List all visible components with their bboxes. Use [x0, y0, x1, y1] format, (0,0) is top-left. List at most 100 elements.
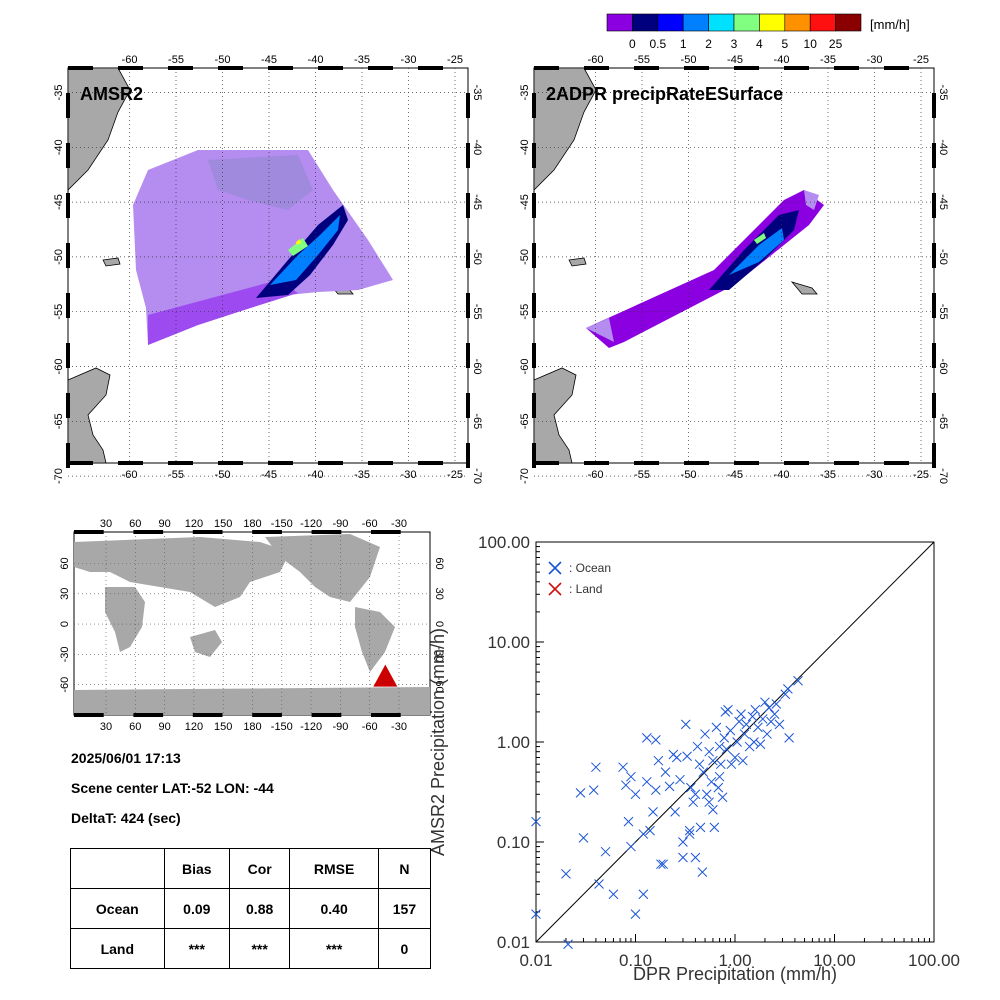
scatter-point	[600, 846, 611, 857]
map-border-tick	[218, 461, 243, 465]
map-border-tick	[532, 393, 536, 418]
colorbar: [mm/h] 0 0.5 1 2 3 4 5 10 25	[606, 13, 910, 51]
world-lat-tick-label-left: 30	[59, 588, 71, 600]
colorbar-tick-label: 1	[680, 37, 687, 51]
scatter-point	[704, 746, 715, 757]
world-border-tick	[74, 713, 104, 717]
scatter-point	[762, 729, 772, 739]
world-lat-tick-label-left: -30	[59, 646, 71, 662]
map-border-tick	[734, 66, 759, 70]
y-tick-label: 100.00	[478, 533, 530, 552]
lon-tick-label-top: -35	[820, 54, 836, 66]
lat-tick-label-left: -70	[519, 468, 531, 484]
colorbar-swatch	[784, 13, 811, 32]
colorbar-tick-label: 3	[731, 37, 738, 51]
world-lon-tick-label-bottom: 120	[185, 721, 203, 733]
map-border-tick	[268, 461, 293, 465]
scatter-point	[578, 833, 589, 843]
world-lat-tick-label-right: -30	[433, 646, 445, 662]
lon-tick-label-bottom: -50	[215, 469, 231, 481]
colorbar-swatch	[682, 13, 709, 32]
scatter-point	[780, 689, 791, 700]
world-lon-tick-label-bottom: -90	[332, 721, 348, 733]
lat-tick-label-left: -40	[519, 139, 531, 155]
map-border-tick	[532, 143, 536, 168]
scatter-point	[561, 869, 571, 879]
scatter-point	[692, 741, 703, 752]
scatter-point	[626, 841, 636, 852]
scatter-point	[711, 722, 722, 733]
map-border-tick	[932, 243, 936, 268]
scatter-point	[717, 792, 728, 803]
world-border-tick	[311, 713, 342, 717]
colorbar-swatch	[835, 13, 862, 32]
scatter-point	[764, 702, 774, 713]
map-border-tick	[932, 293, 936, 318]
scatter-point	[626, 771, 636, 782]
lat-tick-label-left: -35	[519, 85, 531, 101]
lat-tick-label-right: -50	[937, 249, 949, 265]
lat-tick-label-left: -35	[53, 85, 65, 101]
map-border-tick	[784, 66, 809, 70]
lon-tick-label-top: -50	[681, 54, 697, 66]
lat-tick-label-right: -40	[471, 139, 483, 155]
map-border-tick	[932, 393, 936, 418]
scatter-point	[648, 807, 658, 817]
map-border-tick	[218, 66, 243, 70]
map-title: AMSR2	[80, 84, 143, 104]
map-border-tick	[466, 143, 470, 168]
scatter-point	[688, 797, 699, 808]
map-border-tick	[466, 193, 470, 218]
map-border-tick	[784, 461, 809, 465]
lat-tick-label-left: -45	[53, 194, 65, 210]
lat-tick-label-right: -60	[471, 359, 483, 375]
y-axis-label: AMSR2 Precipitation (mm/h)	[428, 628, 448, 856]
map-border-tick	[466, 293, 470, 318]
map-border-tick	[634, 66, 659, 70]
colorbar-swatch	[606, 13, 633, 32]
scatter-point	[766, 716, 776, 727]
world-lon-tick-label-bottom: 180	[243, 721, 261, 733]
map-border-tick	[66, 243, 70, 268]
world-lon-tick-label-top: 90	[158, 518, 170, 530]
scatter-point	[697, 867, 708, 877]
world-lon-tick-label-bottom: -60	[362, 721, 378, 733]
map-title: 2ADPR precipRateESurface	[546, 84, 783, 104]
map-border-tick	[884, 461, 909, 465]
scatter-point	[753, 722, 763, 733]
lon-tick-label-top: -30	[867, 54, 883, 66]
stats-cell: Ocean	[70, 888, 165, 929]
colorbar-swatch	[657, 13, 684, 32]
scatter-point	[701, 789, 712, 800]
scatter-point	[783, 683, 793, 694]
scatter-point	[684, 829, 695, 839]
lat-tick-label-right: -40	[937, 139, 949, 155]
lat-tick-label-right: -45	[937, 194, 949, 210]
scatter-point	[793, 675, 803, 686]
scatter-plot: 0.01 0.10 1.00 10.00 100.00 0.01 0.10 1.00 10.00…	[428, 533, 960, 984]
scatter-point	[723, 704, 733, 715]
lat-tick-label-left: -50	[53, 249, 65, 265]
dpr-swath	[586, 190, 824, 348]
lon-tick-label-bottom: -40	[308, 469, 324, 481]
lon-tick-label-top: -50	[215, 54, 231, 66]
colorbar-unit: [mm/h]	[870, 17, 910, 32]
stats-cell: 0.40	[289, 888, 379, 929]
scatter-point	[645, 825, 655, 836]
scatter-point	[732, 737, 742, 747]
lon-tick-label-bottom: -55	[634, 469, 650, 481]
map-border-tick	[932, 443, 936, 468]
lat-tick-label-left: -65	[519, 413, 531, 429]
map-border-tick	[466, 343, 470, 368]
world-lon-tick-label-bottom: -150	[271, 721, 293, 733]
scene-deltat: DeltaT: 424 (sec)	[71, 810, 181, 826]
scatter-point	[641, 776, 652, 787]
lat-tick-label-left: -50	[519, 249, 531, 265]
map-border-tick	[368, 461, 393, 465]
scatter-point	[739, 729, 750, 739]
one-to-one-line	[535, 541, 935, 943]
map-border-tick	[584, 66, 609, 70]
lon-tick-label-bottom: -30	[401, 469, 417, 481]
map-border-tick	[168, 66, 193, 70]
lat-tick-label-right: -50	[471, 249, 483, 265]
